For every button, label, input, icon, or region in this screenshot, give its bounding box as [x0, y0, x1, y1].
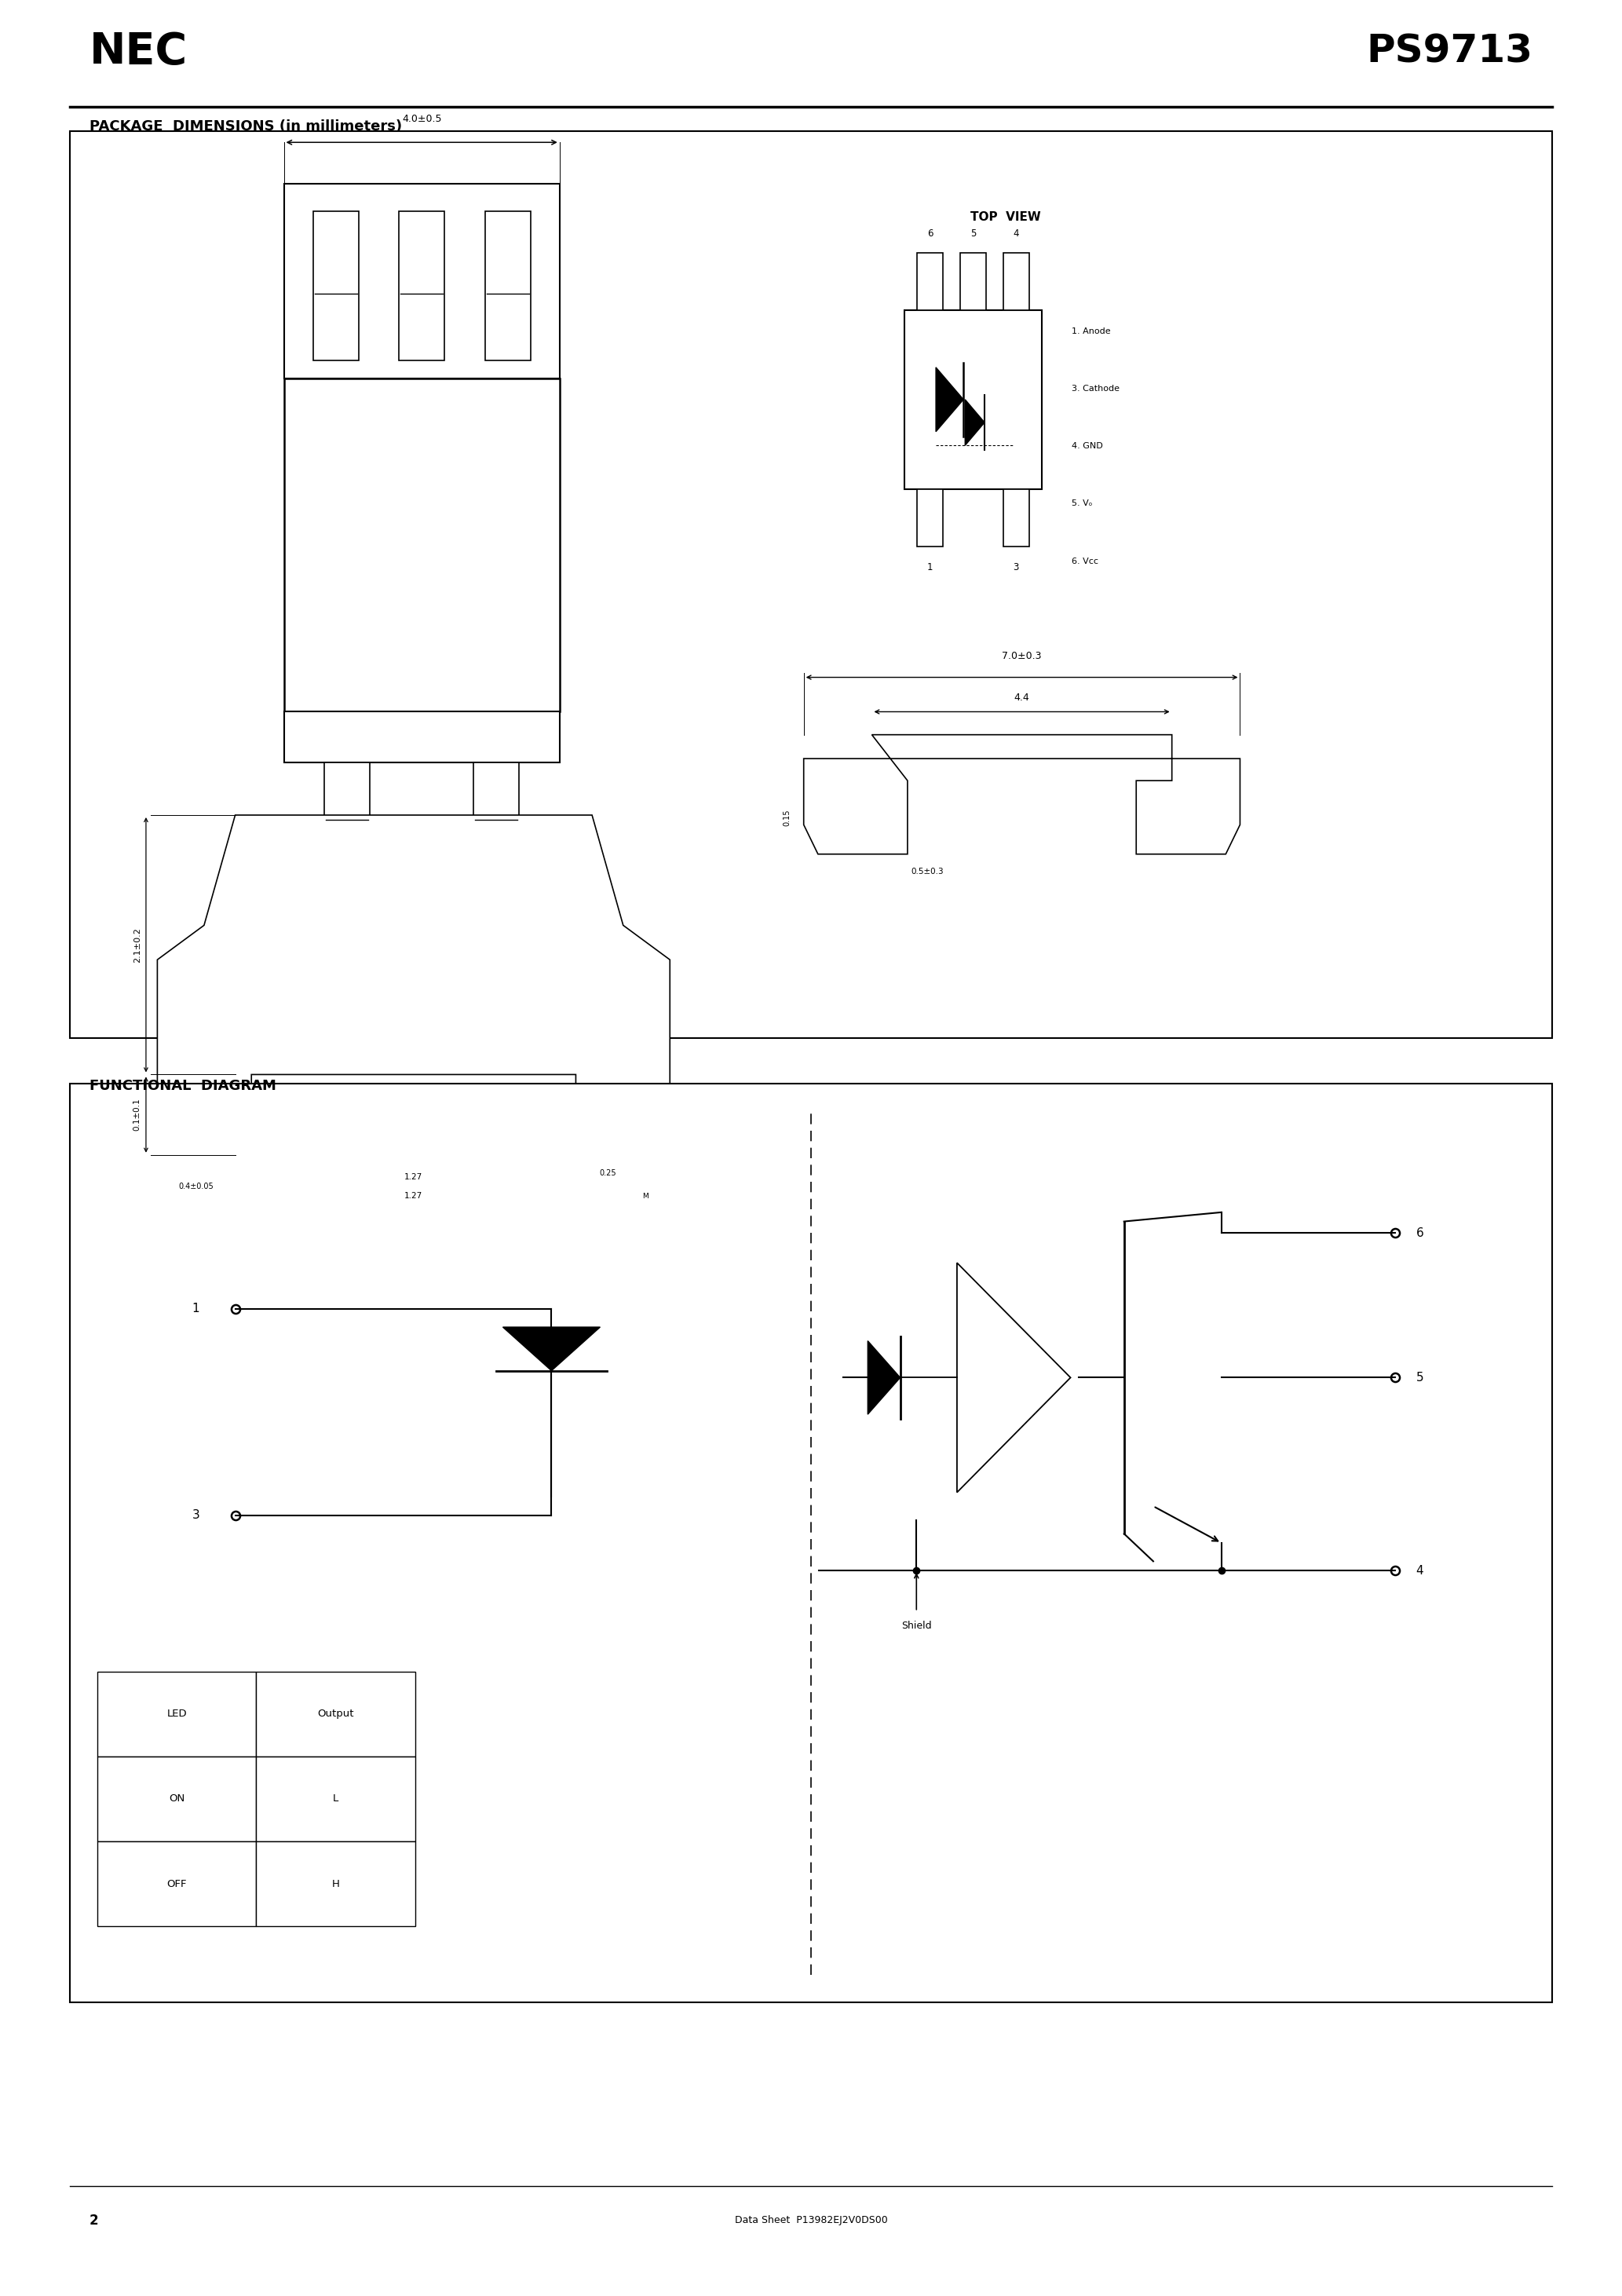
Bar [399, 211, 444, 360]
Polygon shape [965, 400, 985, 445]
Text: 1: 1 [191, 1302, 200, 1316]
Text: M: M [642, 1192, 649, 1201]
Text: TOP  VIEW: TOP VIEW [970, 211, 1041, 223]
Text: FUNCTIONAL  DIAGRAM: FUNCTIONAL DIAGRAM [89, 1079, 276, 1093]
Text: 1: 1 [928, 563, 933, 572]
Text: 4.4: 4.4 [1014, 693, 1030, 703]
Text: OFF: OFF [167, 1878, 187, 1890]
Bar [905, 310, 1041, 489]
Bar [256, 1841, 415, 1926]
Text: 6: 6 [1416, 1226, 1424, 1240]
Bar [960, 253, 986, 310]
Bar [313, 211, 358, 360]
Text: NEC: NEC [89, 30, 188, 73]
Text: Shield: Shield [902, 1621, 931, 1630]
Text: L: L [333, 1793, 339, 1805]
Bar [1002, 253, 1028, 310]
Bar [474, 762, 519, 900]
Bar [256, 1671, 415, 1756]
Text: PACKAGE  DIMENSIONS (in millimeters): PACKAGE DIMENSIONS (in millimeters) [89, 119, 402, 133]
Text: H: H [333, 1878, 339, 1890]
Text: 2: 2 [89, 2213, 99, 2227]
Text: 6. Vᴄᴄ: 6. Vᴄᴄ [1071, 558, 1098, 565]
Text: 0.25: 0.25 [600, 1169, 616, 1178]
Text: 3: 3 [191, 1508, 200, 1522]
Bar [256, 1756, 415, 1841]
Text: 4. GND: 4. GND [1071, 443, 1103, 450]
Text: 4.0±0.5: 4.0±0.5 [402, 115, 441, 124]
Text: 0.5±0.3: 0.5±0.3 [912, 868, 944, 875]
Polygon shape [503, 1327, 600, 1371]
Text: PS9713: PS9713 [1366, 32, 1533, 71]
Text: 2.1±0.2: 2.1±0.2 [133, 928, 141, 962]
Bar [70, 131, 1552, 1038]
Bar [70, 1084, 1552, 2002]
Polygon shape [957, 1263, 1071, 1492]
Text: Data Sheet  P13982EJ2V0DS00: Data Sheet P13982EJ2V0DS00 [735, 2216, 887, 2225]
Text: 6: 6 [928, 230, 933, 239]
Text: 5: 5 [970, 230, 976, 239]
Bar [370, 1173, 459, 1219]
Text: 0.1±0.1: 0.1±0.1 [133, 1097, 141, 1132]
Bar [97, 1841, 256, 1926]
Text: 7.0±0.3: 7.0±0.3 [1002, 652, 1041, 661]
Bar [918, 489, 944, 546]
Text: 1. Anode: 1. Anode [1071, 328, 1111, 335]
Text: 5: 5 [1416, 1371, 1424, 1384]
Text: 5. Vₒ: 5. Vₒ [1071, 501, 1092, 507]
Bar [97, 1671, 256, 1756]
Text: 3. Cathode: 3. Cathode [1071, 386, 1119, 393]
Text: 1.27: 1.27 [404, 1173, 423, 1180]
Bar [97, 1756, 256, 1841]
Bar [284, 379, 560, 712]
Polygon shape [805, 735, 1239, 854]
Text: 1.27: 1.27 [404, 1192, 423, 1201]
Text: 0.15: 0.15 [783, 808, 792, 827]
Bar [324, 762, 370, 900]
Text: 4: 4 [1416, 1564, 1424, 1577]
Text: 0.4±0.05: 0.4±0.05 [178, 1182, 214, 1189]
Bar [485, 211, 530, 360]
Text: Output: Output [318, 1708, 354, 1720]
Polygon shape [936, 367, 963, 432]
Text: 3: 3 [1014, 563, 1019, 572]
Text: LED: LED [167, 1708, 187, 1720]
Bar [284, 712, 560, 762]
Bar [1002, 489, 1028, 546]
Bar [918, 253, 944, 310]
Polygon shape [157, 815, 670, 1155]
Text: 4: 4 [1014, 230, 1019, 239]
Polygon shape [868, 1341, 900, 1414]
Bar [284, 184, 560, 379]
Text: ON: ON [169, 1793, 185, 1805]
